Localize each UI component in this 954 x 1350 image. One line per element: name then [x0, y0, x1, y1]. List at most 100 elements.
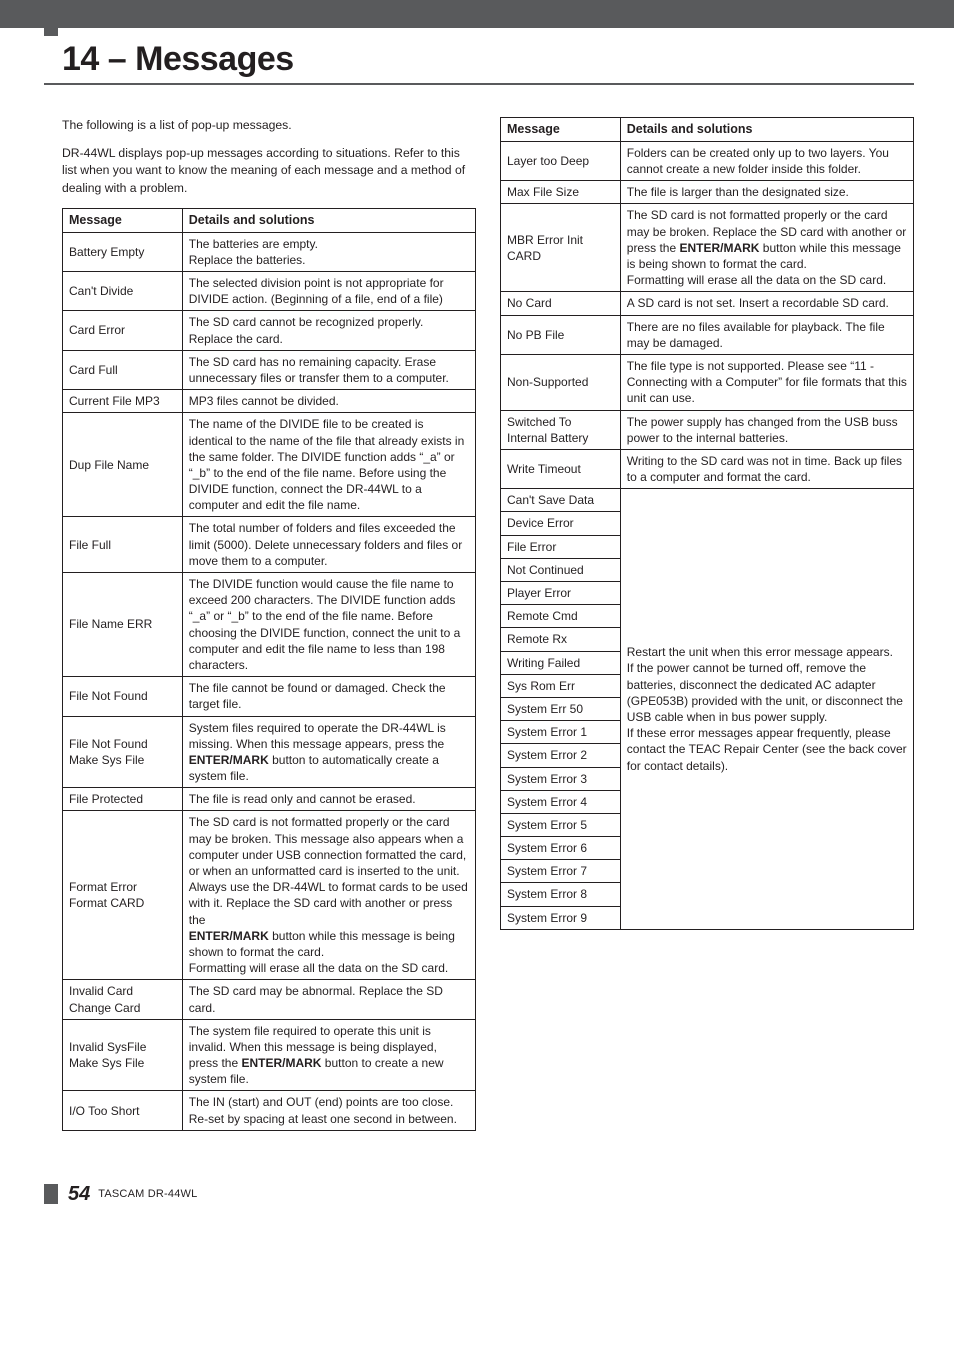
details-cell: The SD card cannot be recognized properl…: [182, 311, 475, 350]
intro-line-2: DR-44WL displays pop-up messages accordi…: [62, 145, 476, 198]
footer-model: TASCAM DR-44WL: [98, 1188, 197, 1200]
col-header-message-r: Message: [501, 118, 621, 142]
message-cell: System Error 2: [501, 744, 621, 767]
message-cell: Remote Rx: [501, 628, 621, 651]
messages-table-left: Message Details and solutions Battery Em…: [62, 208, 476, 1131]
message-cell: File Not FoundMake Sys File: [63, 716, 183, 788]
table-row: Current File MP3MP3 files cannot be divi…: [63, 390, 476, 413]
message-cell: System Error 9: [501, 906, 621, 929]
table-row: Invalid SysFileMake Sys FileThe system f…: [63, 1019, 476, 1091]
message-cell: No Card: [501, 292, 621, 315]
message-cell: System Err 50: [501, 697, 621, 720]
details-cell: The name of the DIVIDE file to be create…: [182, 413, 475, 517]
message-cell: Card Full: [63, 350, 183, 389]
details-cell: MP3 files cannot be divided.: [182, 390, 475, 413]
message-cell: No PB File: [501, 315, 621, 354]
message-cell: Battery Empty: [63, 232, 183, 271]
col-header-details-r: Details and solutions: [620, 118, 913, 142]
message-cell: System Error 1: [501, 721, 621, 744]
message-cell: I/O Too Short: [63, 1091, 183, 1130]
details-cell: The DIVIDE function would cause the file…: [182, 573, 475, 677]
table-row: Non-SupportedThe file type is not suppor…: [501, 354, 914, 410]
details-cell: The selected division point is not appro…: [182, 272, 475, 311]
table-row: Battery EmptyThe batteries are empty.Rep…: [63, 232, 476, 271]
message-cell: Dup File Name: [63, 413, 183, 517]
message-cell: Max File Size: [501, 181, 621, 204]
table-row: No CardA SD card is not set. Insert a re…: [501, 292, 914, 315]
details-cell: Writing to the SD card was not in time. …: [620, 449, 913, 488]
table-row: Layer too DeepFolders can be created onl…: [501, 141, 914, 180]
message-cell: File Full: [63, 517, 183, 573]
message-cell: Current File MP3: [63, 390, 183, 413]
details-cell-merged: Restart the unit when this error message…: [620, 489, 913, 930]
details-cell: The SD card may be abnormal. Replace the…: [182, 980, 475, 1019]
table-row: Max File SizeThe file is larger than the…: [501, 181, 914, 204]
message-cell: Player Error: [501, 582, 621, 605]
right-column: Message Details and solutions Layer too …: [500, 117, 914, 1131]
table-row: Write TimeoutWriting to the SD card was …: [501, 449, 914, 488]
details-cell: The power supply has changed from the US…: [620, 410, 913, 449]
chapter-title: 14 – Messages: [62, 40, 954, 79]
details-cell: The file type is not supported. Please s…: [620, 354, 913, 410]
table-row: File Name ERRThe DIVIDE function would c…: [63, 573, 476, 677]
table-row: Card FullThe SD card has no remaining ca…: [63, 350, 476, 389]
message-cell: Switched ToInternal Battery: [501, 410, 621, 449]
message-cell: Remote Cmd: [501, 605, 621, 628]
message-cell: Card Error: [63, 311, 183, 350]
message-cell: System Error 4: [501, 790, 621, 813]
message-cell: Not Continued: [501, 558, 621, 581]
footer-accent: [44, 1184, 58, 1204]
message-cell: System Error 7: [501, 860, 621, 883]
message-cell: File Name ERR: [63, 573, 183, 677]
details-cell: The SD card has no remaining capacity. E…: [182, 350, 475, 389]
message-cell: Write Timeout: [501, 449, 621, 488]
message-cell: Invalid CardChange Card: [63, 980, 183, 1019]
message-cell: System Error 8: [501, 883, 621, 906]
message-cell: Layer too Deep: [501, 141, 621, 180]
message-cell: Format ErrorFormat CARD: [63, 811, 183, 980]
table-row: Card ErrorThe SD card cannot be recogniz…: [63, 311, 476, 350]
table-row: Can't DivideThe selected division point …: [63, 272, 476, 311]
table-row: Format ErrorFormat CARDThe SD card is no…: [63, 811, 476, 980]
message-cell: MBR Error InitCARD: [501, 204, 621, 292]
table-row: File Not FoundThe file cannot be found o…: [63, 677, 476, 716]
table-row: File ProtectedThe file is read only and …: [63, 788, 476, 811]
message-cell: Invalid SysFileMake Sys File: [63, 1019, 183, 1091]
col-header-details: Details and solutions: [182, 208, 475, 232]
table-row: MBR Error InitCARDThe SD card is not for…: [501, 204, 914, 292]
col-header-message: Message: [63, 208, 183, 232]
table-row: I/O Too ShortThe IN (start) and OUT (end…: [63, 1091, 476, 1130]
details-cell: The system file required to operate this…: [182, 1019, 475, 1091]
details-cell: The total number of folders and files ex…: [182, 517, 475, 573]
message-cell: Device Error: [501, 512, 621, 535]
table-row: Can't Save DataRestart the unit when thi…: [501, 489, 914, 512]
details-cell: A SD card is not set. Insert a recordabl…: [620, 292, 913, 315]
details-cell: System files required to operate the DR-…: [182, 716, 475, 788]
header-accent: [44, 0, 58, 36]
message-cell: File Not Found: [63, 677, 183, 716]
message-cell: Sys Rom Err: [501, 674, 621, 697]
message-cell: File Protected: [63, 788, 183, 811]
header-bar: [0, 0, 954, 28]
details-cell: The file is larger than the designated s…: [620, 181, 913, 204]
details-cell: The IN (start) and OUT (end) points are …: [182, 1091, 475, 1130]
table-row: Dup File NameThe name of the DIVIDE file…: [63, 413, 476, 517]
details-cell: The batteries are empty.Replace the batt…: [182, 232, 475, 271]
page-footer: 54 TASCAM DR-44WL: [44, 1183, 954, 1218]
table-row: No PB FileThere are no files available f…: [501, 315, 914, 354]
details-cell: The file cannot be found or damaged. Che…: [182, 677, 475, 716]
table-row: File Not FoundMake Sys FileSystem files …: [63, 716, 476, 788]
message-cell: Non-Supported: [501, 354, 621, 410]
details-cell: Folders can be created only up to two la…: [620, 141, 913, 180]
messages-table-right: Message Details and solutions Layer too …: [500, 117, 914, 930]
details-cell: The SD card is not formatted properly or…: [182, 811, 475, 980]
table-row: File FullThe total number of folders and…: [63, 517, 476, 573]
message-cell: System Error 3: [501, 767, 621, 790]
message-cell: System Error 5: [501, 813, 621, 836]
content-area: The following is a list of pop-up messag…: [0, 85, 954, 1151]
message-cell: Writing Failed: [501, 651, 621, 674]
message-cell: File Error: [501, 535, 621, 558]
details-cell: There are no files available for playbac…: [620, 315, 913, 354]
page-number: 54: [68, 1183, 90, 1206]
details-cell: The file is read only and cannot be eras…: [182, 788, 475, 811]
